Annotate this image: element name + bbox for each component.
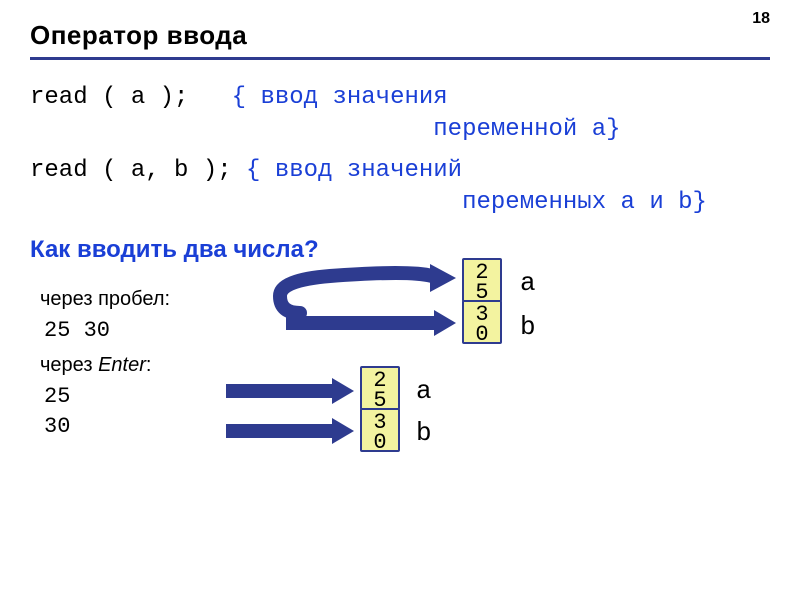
digit: 3 [475, 304, 488, 324]
var-label-b1: b [520, 312, 536, 342]
value-box-a1: 2 5 [462, 258, 502, 302]
value-box-b1: 3 0 [462, 300, 502, 344]
method2-example2: 30 [44, 414, 70, 439]
code-comment-1: { ввод значения переменной a} [232, 82, 621, 147]
code-left-2: read ( a, b ); [30, 155, 246, 220]
title-rule [30, 57, 770, 60]
method2-label-text: через Enter: [40, 354, 151, 376]
digit: 2 [373, 370, 386, 390]
digit: 3 [373, 412, 386, 432]
var-label-a1: a [520, 268, 536, 298]
method1-label: через пробел: [40, 288, 170, 311]
method1-example: 25 30 [44, 318, 110, 343]
digit: 5 [475, 282, 488, 302]
digit: 2 [475, 262, 488, 282]
code-comment-2: { ввод значений переменных a и b} [246, 155, 707, 220]
code-line-2: read ( a, b ); { ввод значений переменны… [30, 155, 770, 220]
digit: 5 [373, 390, 386, 410]
value-box-a2: 2 5 [360, 366, 400, 410]
method2-example1: 25 [44, 384, 70, 409]
page-number: 18 [752, 10, 770, 28]
methods-area: через пробел: 25 30 через Enter: 25 30 2… [30, 276, 770, 486]
digit: 0 [475, 324, 488, 344]
method2-label: через Enter: [40, 354, 151, 377]
var-label-a2: a [416, 376, 432, 406]
page-title: Оператор ввода [30, 20, 770, 51]
digit: 0 [373, 432, 386, 452]
code-left-1: read ( a ); [30, 82, 232, 147]
code-line-1: read ( a ); { ввод значения переменной a… [30, 82, 770, 147]
var-label-b2: b [416, 418, 432, 448]
value-box-b2: 3 0 [360, 408, 400, 452]
